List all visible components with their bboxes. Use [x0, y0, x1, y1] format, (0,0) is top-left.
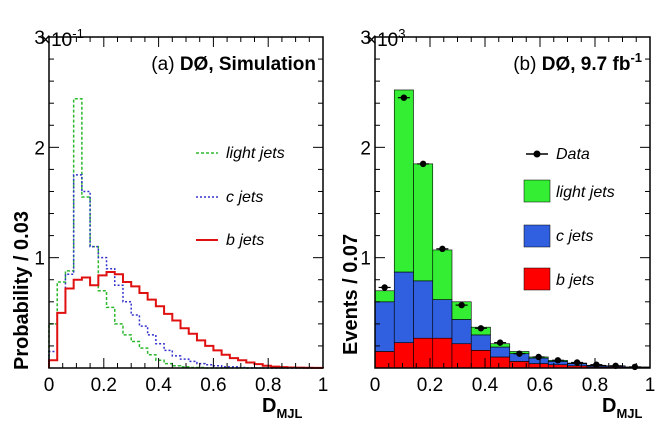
data-point [573, 359, 581, 366]
panel-a-xtick-label: 0.2 [91, 375, 117, 396]
panel-b-xlabel: DMJL [602, 395, 643, 421]
panel-a-multiplier: ×10-1 [40, 26, 84, 51]
panel-a-series [48, 98, 324, 369]
bar-light-jets [393, 89, 414, 273]
panel-a-ytick-label: 3 [34, 28, 45, 49]
legend-data-marker [533, 150, 541, 158]
panel-a-xtick-label: 1 [318, 375, 329, 396]
legend-label-light-jets: light jets [226, 145, 285, 162]
panel-b: 0 0.2 0.4 0.6 0.8 1 1 2 3 Events / 0.07 ×103 (b)… [340, 26, 655, 421]
panel-a-ylabel: Probability / 0.03 [11, 211, 33, 370]
legend-label-light-jets: light jets [556, 184, 615, 201]
panel-b-xtick-label: 0.6 [527, 375, 553, 396]
legend-label-b-jets: b jets [226, 232, 264, 249]
panel-a-ticks: 0 0.2 0.4 0.6 0.8 1 1 2 3 [34, 28, 328, 396]
series-light-jets [48, 98, 323, 369]
bar-b-jets [393, 342, 414, 369]
panel-a-ytick-label: 2 [34, 138, 45, 159]
legend-label-b-jets: b jets [556, 272, 594, 289]
data-point [439, 245, 446, 253]
panel-a-title: (a) DØ, Simulation [151, 54, 316, 75]
data-point [477, 325, 485, 332]
panel-a-xtick-label: 0.4 [145, 375, 172, 396]
panel-b-points [378, 94, 641, 371]
legend-label-c-jets: c jets [556, 228, 593, 245]
series-b-jets [48, 271, 324, 369]
data-point [458, 301, 465, 309]
legend-swatch-b-jets [523, 267, 551, 291]
panel-b-ylabel: Events / 0.07 [340, 234, 362, 355]
bar-c-jets [374, 301, 395, 352]
bar-c-jets [490, 346, 511, 358]
data-point [400, 94, 408, 101]
data-point [631, 363, 639, 371]
legend-swatch-c-jets [523, 224, 551, 248]
data-point [516, 350, 523, 357]
panel-b-title: (b) DØ, 9.7 fb-1 [513, 50, 642, 75]
legend-swatch-light-jets [523, 179, 551, 203]
panel-b-bars [374, 89, 651, 369]
bar-b-jets [432, 337, 453, 369]
panel-a-xtick-label: 0.8 [255, 375, 281, 396]
bar-c-jets [432, 299, 453, 339]
bar-c-jets [393, 271, 414, 343]
panel-a-ytick-label: 1 [34, 249, 45, 270]
data-point [535, 353, 542, 361]
panel-a-xtick-label: 0 [44, 375, 55, 396]
panel-b-multiplier: ×103 [366, 26, 405, 51]
bar-c-jets [413, 280, 434, 339]
panel-b-xtick-label: 0.2 [417, 375, 443, 396]
panel-a-xlabel: DMJL [262, 395, 303, 421]
panel-a-legend: light jets c jets b jets [196, 145, 285, 249]
data-point [593, 361, 600, 368]
panel-b-xtick-label: 0.4 [472, 375, 499, 396]
series-c-jets [48, 174, 323, 369]
legend-label-c-jets: c jets [226, 189, 263, 206]
bar-light-jets [413, 163, 434, 282]
bar-c-jets [451, 319, 472, 345]
data-point [419, 160, 427, 168]
data-point [496, 339, 504, 346]
bar-b-jets [374, 351, 395, 369]
panel-b-legend: Data light jets c jets b jets [523, 146, 615, 291]
panel-b-xtick-label: 0.8 [582, 375, 608, 396]
panel-a-xtick-label: 0.6 [200, 375, 226, 396]
bar-light-jets [432, 249, 453, 300]
bar-b-jets [470, 350, 491, 369]
panel-b-ytick-label: 2 [360, 138, 371, 159]
bar-b-jets [451, 343, 472, 369]
legend-label-data: Data [556, 146, 590, 163]
panel-b-ticks: 0 0.2 0.4 0.6 0.8 1 1 2 3 [360, 28, 655, 396]
bar-light-jets [374, 290, 395, 303]
panel-b-xtick-label: 1 [645, 375, 656, 396]
panel-b-ytick-label: 3 [360, 28, 371, 49]
bar-c-jets [470, 334, 491, 351]
data-point [554, 357, 562, 364]
bar-b-jets [490, 356, 511, 369]
panel-b-xtick-label: 0 [370, 375, 381, 396]
data-point [381, 284, 388, 291]
panel-a: 0 0.2 0.4 0.6 0.8 1 1 2 3 Probability / 0.03 ×10… [11, 26, 328, 421]
panel-b-ytick-label: 1 [360, 249, 371, 270]
bar-light-jets [451, 301, 472, 320]
